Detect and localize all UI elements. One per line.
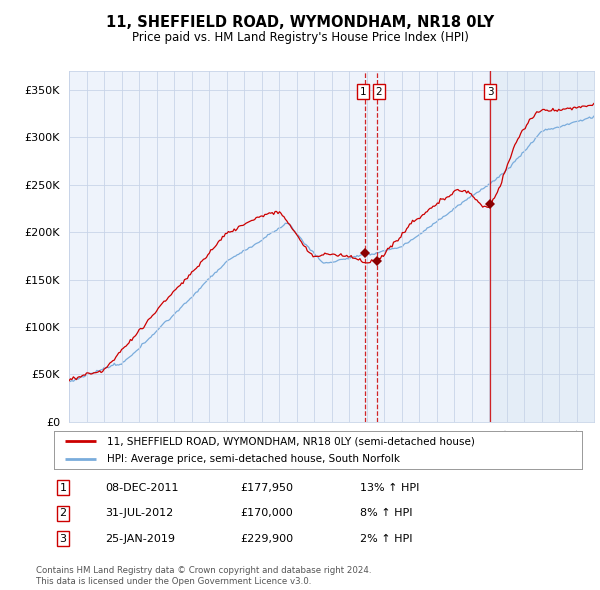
Text: 11, SHEFFIELD ROAD, WYMONDHAM, NR18 0LY: 11, SHEFFIELD ROAD, WYMONDHAM, NR18 0LY: [106, 15, 494, 30]
Text: 11, SHEFFIELD ROAD, WYMONDHAM, NR18 0LY (semi-detached house): 11, SHEFFIELD ROAD, WYMONDHAM, NR18 0LY …: [107, 436, 475, 446]
Text: 1: 1: [359, 87, 367, 97]
Bar: [489, 71, 594, 422]
Text: 08-DEC-2011: 08-DEC-2011: [105, 483, 179, 493]
Text: 2: 2: [59, 509, 67, 518]
Text: 13% ↑ HPI: 13% ↑ HPI: [360, 483, 419, 493]
Text: 2% ↑ HPI: 2% ↑ HPI: [360, 534, 413, 543]
Text: HPI: Average price, semi-detached house, South Norfolk: HPI: Average price, semi-detached house,…: [107, 454, 400, 464]
Text: 25-JAN-2019: 25-JAN-2019: [105, 534, 175, 543]
Text: 2: 2: [376, 87, 382, 97]
Text: 8% ↑ HPI: 8% ↑ HPI: [360, 509, 413, 518]
Text: 3: 3: [487, 87, 494, 97]
Text: 3: 3: [59, 534, 67, 543]
Text: £229,900: £229,900: [240, 534, 293, 543]
Text: £177,950: £177,950: [240, 483, 293, 493]
Text: Price paid vs. HM Land Registry's House Price Index (HPI): Price paid vs. HM Land Registry's House …: [131, 31, 469, 44]
Text: 1: 1: [59, 483, 67, 493]
Text: Contains HM Land Registry data © Crown copyright and database right 2024.: Contains HM Land Registry data © Crown c…: [36, 566, 371, 575]
Text: £170,000: £170,000: [240, 509, 293, 518]
Text: This data is licensed under the Open Government Licence v3.0.: This data is licensed under the Open Gov…: [36, 577, 311, 586]
Text: 31-JUL-2012: 31-JUL-2012: [105, 509, 173, 518]
